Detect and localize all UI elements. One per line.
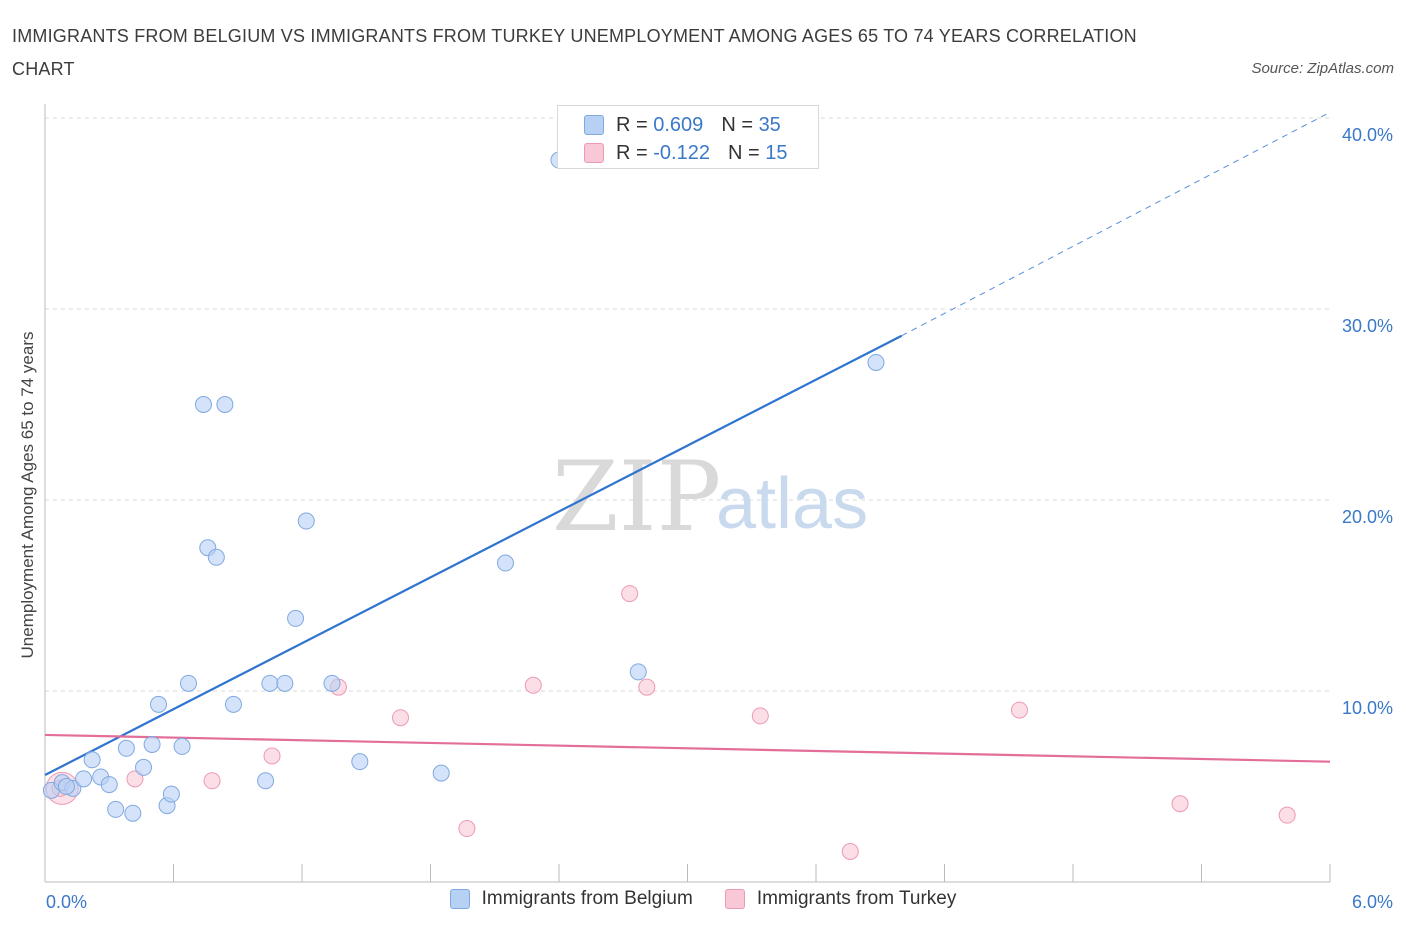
y-tick-label: 30.0% (1342, 316, 1393, 336)
trend-line-turkey (44, 733, 1331, 763)
data-point-belgium (179, 674, 197, 692)
data-point-belgium (143, 735, 161, 753)
data-point-belgium (194, 396, 212, 413)
data-point-belgium (297, 512, 315, 530)
data-point-turkey (751, 707, 769, 725)
n-label: N = (721, 113, 753, 136)
data-point-belgium (216, 396, 234, 413)
data-point-belgium (351, 753, 369, 771)
data-point-belgium (117, 739, 135, 757)
legend-item-turkey[interactable]: Immigrants from Turkey (724, 888, 957, 910)
r-label: R = (616, 113, 648, 136)
data-point-belgium (276, 674, 294, 692)
data-point-belgium (75, 770, 93, 788)
y-tick-label: 10.0% (1342, 698, 1393, 718)
data-point-turkey (1171, 795, 1189, 813)
series-legend: Immigrants from Belgium Immigrants from … (0, 888, 1406, 910)
y-tick-label: 40.0% (1342, 125, 1393, 145)
n-value: 35 (758, 113, 781, 136)
legend-label: Immigrants from Belgium (481, 888, 693, 909)
data-point-belgium (287, 609, 305, 627)
stats-row-belgium: R = 0.609 N = 35 (584, 112, 781, 138)
data-point-turkey (263, 747, 281, 765)
data-point-belgium (57, 778, 75, 795)
data-point-belgium (261, 674, 279, 692)
data-point-belgium (224, 695, 242, 713)
n-label: N = (727, 141, 760, 164)
source-credit: Source: ZipAtlas.com (1251, 60, 1394, 77)
watermark-zip: ZIP (552, 441, 721, 553)
data-point-belgium (83, 751, 101, 769)
x-tick-label: 6.0% (1352, 892, 1393, 912)
trend-lines (44, 111, 1331, 777)
x-tick-label: 0.0% (46, 892, 87, 912)
data-point-turkey (621, 585, 639, 603)
chart-title: IMMIGRANTS FROM BELGIUM VS IMMIGRANTS FR… (12, 26, 1137, 79)
watermark-atlas: atlas (716, 464, 868, 544)
data-point-belgium (207, 548, 225, 566)
data-point-belgium (867, 353, 885, 371)
n-value: 15 (765, 141, 788, 164)
trend-line-belgium-extension (901, 111, 1331, 337)
data-point-turkey (458, 820, 476, 838)
y-tick-label: 20.0% (1342, 507, 1393, 527)
data-point-turkey (203, 772, 221, 790)
data-point-turkey (1278, 806, 1296, 824)
data-point-belgium (629, 663, 647, 681)
r-value: -0.122 (653, 141, 710, 164)
stats-legend: R = 0.609 N = 35 R = -0.122 N = 15 (557, 105, 819, 169)
data-point-belgium (162, 785, 180, 803)
data-point-belgium (107, 800, 125, 818)
data-point-turkey (1010, 701, 1028, 719)
data-point-belgium (150, 695, 168, 713)
data-point-belgium (496, 554, 514, 572)
data-points (42, 151, 1296, 860)
legend-item-belgium[interactable]: Immigrants from Belgium (449, 888, 693, 910)
data-point-belgium (124, 804, 142, 822)
r-label: R = (616, 141, 648, 164)
data-point-belgium (173, 737, 191, 755)
data-point-turkey (841, 842, 859, 860)
data-point-belgium (257, 772, 275, 790)
grid-lines (45, 117, 1330, 692)
tick-labels: 10.0% 20.0% 30.0% 40.0% 0.0% 6.0% (46, 125, 1393, 912)
stats-row-turkey: R = -0.122 N = 15 (584, 140, 787, 166)
data-point-turkey (638, 678, 656, 696)
belgium-swatch (584, 115, 604, 135)
belgium-swatch (449, 889, 470, 909)
data-point-belgium (135, 758, 153, 776)
axes (44, 104, 1331, 883)
data-point-turkey (126, 770, 144, 788)
legend-label: Immigrants from Turkey (756, 888, 957, 909)
data-point-belgium (432, 764, 450, 782)
trend-line-belgium (44, 334, 903, 777)
r-value: 0.609 (653, 113, 704, 136)
turkey-swatch (724, 889, 745, 909)
data-point-belgium (100, 776, 118, 794)
data-point-belgium (323, 674, 341, 692)
turkey-swatch (584, 143, 604, 163)
data-point-turkey (392, 709, 410, 727)
data-point-turkey (524, 676, 542, 694)
